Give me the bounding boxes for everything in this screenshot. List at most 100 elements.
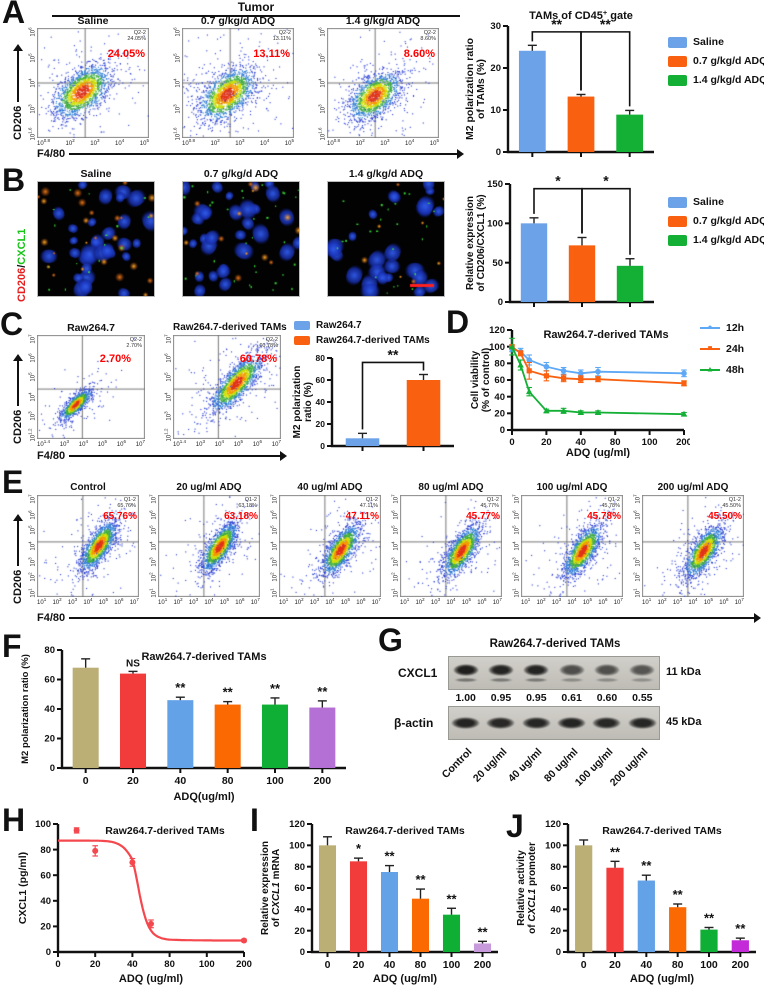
percent-label: 45.50% <box>708 511 742 522</box>
flow-scatter-canvas <box>158 495 260 597</box>
y-tick-labels: 107 106 105 104 103 102 101 <box>148 494 158 598</box>
flow-title: 1.4 g/kg/d ADQ <box>345 15 421 27</box>
svg-text:100: 100 <box>35 819 51 830</box>
svg-text:Relative activity: Relative activity <box>516 850 527 926</box>
axis-arrow <box>69 451 287 461</box>
flow-scatter-canvas <box>279 495 381 597</box>
svg-text:100: 100 <box>266 775 284 787</box>
blot-title: Raw264.7-derived TAMs <box>489 638 621 650</box>
quadrant-stat: Q1-2 45.50% <box>722 497 741 510</box>
flow-scatter-canvas <box>173 335 281 439</box>
x-tick-labels: 100.8 102 103 104 105 <box>327 138 439 147</box>
percent-label: 47.11% <box>345 511 379 522</box>
flow-title: Control <box>70 482 106 493</box>
svg-text:40: 40 <box>40 896 51 907</box>
quadrant-stat: Q1-2 45.78% <box>601 497 620 510</box>
svg-text:M2 polarization: M2 polarization <box>292 366 303 439</box>
svg-text:M2 polarization ratio: M2 polarization ratio <box>464 38 476 140</box>
svg-text:**: ** <box>446 891 457 906</box>
svg-text:100: 100 <box>289 841 305 852</box>
svg-text:**: ** <box>415 872 426 887</box>
svg-text:**: ** <box>477 924 488 939</box>
svg-text:(% of control): (% of control) <box>481 348 492 412</box>
percent-label: 45.78% <box>587 511 621 522</box>
flow-plot-a2: 0.7 g/kg/d ADQ 106 105 104 103 101.6 Q2-2 13.… <box>169 15 294 147</box>
svg-text:40: 40 <box>316 397 326 407</box>
svg-text:of CXCL1 mRNA: of CXCL1 mRNA <box>271 849 282 927</box>
chart-c-m2-polarization: 0 20 40 60 80 M2 polarization ratio (%) ** <box>292 350 454 451</box>
quadrant-stat: Q2-2 60.78% <box>259 337 278 350</box>
svg-text:of CXCL1 promoter: of CXCL1 promoter <box>527 842 538 934</box>
y-tick-labels: 106 105 104 103 101.6 <box>172 27 182 141</box>
y-tick-labels: 107 106 105 104 103 102 101 <box>390 494 400 598</box>
svg-text:Relative expression: Relative expression <box>465 196 476 290</box>
legend-raw-cells: Raw264.7 Raw264.7-derived TAMs <box>294 320 430 346</box>
svg-text:M2 polarization ratio (%): M2 polarization ratio (%) <box>20 654 31 764</box>
percent-label: 8.60% <box>403 48 435 60</box>
flow-scatter-canvas <box>521 495 623 597</box>
svg-text:60: 60 <box>40 870 51 881</box>
svg-text:20: 20 <box>44 734 55 745</box>
svg-text:Raw264.7-derived TAMs: Raw264.7-derived TAMs <box>345 825 465 837</box>
axis-arrow <box>17 515 19 566</box>
blot-bands <box>448 706 660 740</box>
axis-arrow <box>69 613 761 623</box>
percent-label: 63.18% <box>224 511 258 522</box>
svg-text:*: * <box>603 174 609 189</box>
svg-text:60: 60 <box>44 675 55 686</box>
svg-text:0: 0 <box>50 763 55 774</box>
flow-scatter-canvas <box>327 28 439 138</box>
cd206-axis-label: CD206 <box>12 355 24 444</box>
svg-text:80: 80 <box>40 845 51 856</box>
tumor-header-text: Tumor <box>237 0 275 14</box>
svg-text:20: 20 <box>90 959 101 970</box>
svg-text:Raw264.7-derived TAMs: Raw264.7-derived TAMs <box>141 651 266 663</box>
x-tick-labels: 101 102 103 104 105 106 107 <box>642 597 744 606</box>
svg-text:ADQ (ug/ml): ADQ (ug/ml) <box>373 973 437 985</box>
svg-text:**: ** <box>270 681 281 696</box>
panel-a-tumor-header: Tumor <box>52 0 460 17</box>
svg-text:100: 100 <box>443 959 461 971</box>
svg-text:80: 80 <box>550 862 561 873</box>
svg-text:0: 0 <box>509 437 514 448</box>
svg-text:40: 40 <box>294 905 305 916</box>
chart-f-m2-polarization-dose: 0 20 40 60 80 M2 polarization ratio (%) Raw264… <box>20 645 346 803</box>
legend-timepoints: ● 12h ■ 24h ▲ 48h <box>700 322 744 376</box>
panel-h-label: H <box>2 802 26 838</box>
flow-scatter-canvas <box>182 28 294 138</box>
svg-text:20: 20 <box>494 409 505 420</box>
f480-axis-label: F4/80 <box>37 612 761 624</box>
fluorescence-image <box>327 181 445 297</box>
svg-text:0: 0 <box>325 959 331 971</box>
svg-text:60: 60 <box>294 883 305 894</box>
svg-text:150: 150 <box>487 179 503 190</box>
svg-text:40: 40 <box>384 959 396 971</box>
flow-plot-a3: 1.4 g/kg/d ADQ 106 105 104 103 101.6 Q2-2 8.6… <box>314 15 439 147</box>
svg-text:80: 80 <box>164 959 175 970</box>
flow-title: Raw264.7 <box>67 322 115 334</box>
y-tick-labels: 106 105 104 103 101.6 <box>27 27 37 141</box>
svg-text:120: 120 <box>489 325 505 336</box>
legend-treatments: Saline 0.7 g/kg/d ADQ 1.4 g/kg/d ADQ <box>668 196 764 246</box>
svg-text:80: 80 <box>415 959 427 971</box>
micro-title: Saline <box>80 168 112 180</box>
svg-text:40: 40 <box>576 437 587 448</box>
chart-b-relative-expression: 0 50 100 150 Relative expression of CD206/CXC… <box>465 174 654 308</box>
svg-text:0: 0 <box>498 297 503 308</box>
percent-label: 60.78% <box>239 353 277 365</box>
svg-text:40: 40 <box>640 959 652 971</box>
svg-text:**: ** <box>735 921 746 936</box>
f480-axis-label: F4/80 <box>37 450 287 462</box>
cxcl1-blot-label: CXCL1 <box>398 666 438 680</box>
svg-text:20: 20 <box>490 63 501 74</box>
svg-text:0: 0 <box>46 947 51 958</box>
x-tick-labels: 100.8 102 103 104 105 <box>37 138 149 147</box>
panel-c-label: C <box>0 306 24 342</box>
flow-title: Saline <box>77 15 109 27</box>
svg-text:20: 20 <box>550 926 561 937</box>
svg-text:20: 20 <box>316 419 326 429</box>
cd206-axis-label: CD206 <box>12 45 24 140</box>
svg-text:120: 120 <box>545 819 561 830</box>
